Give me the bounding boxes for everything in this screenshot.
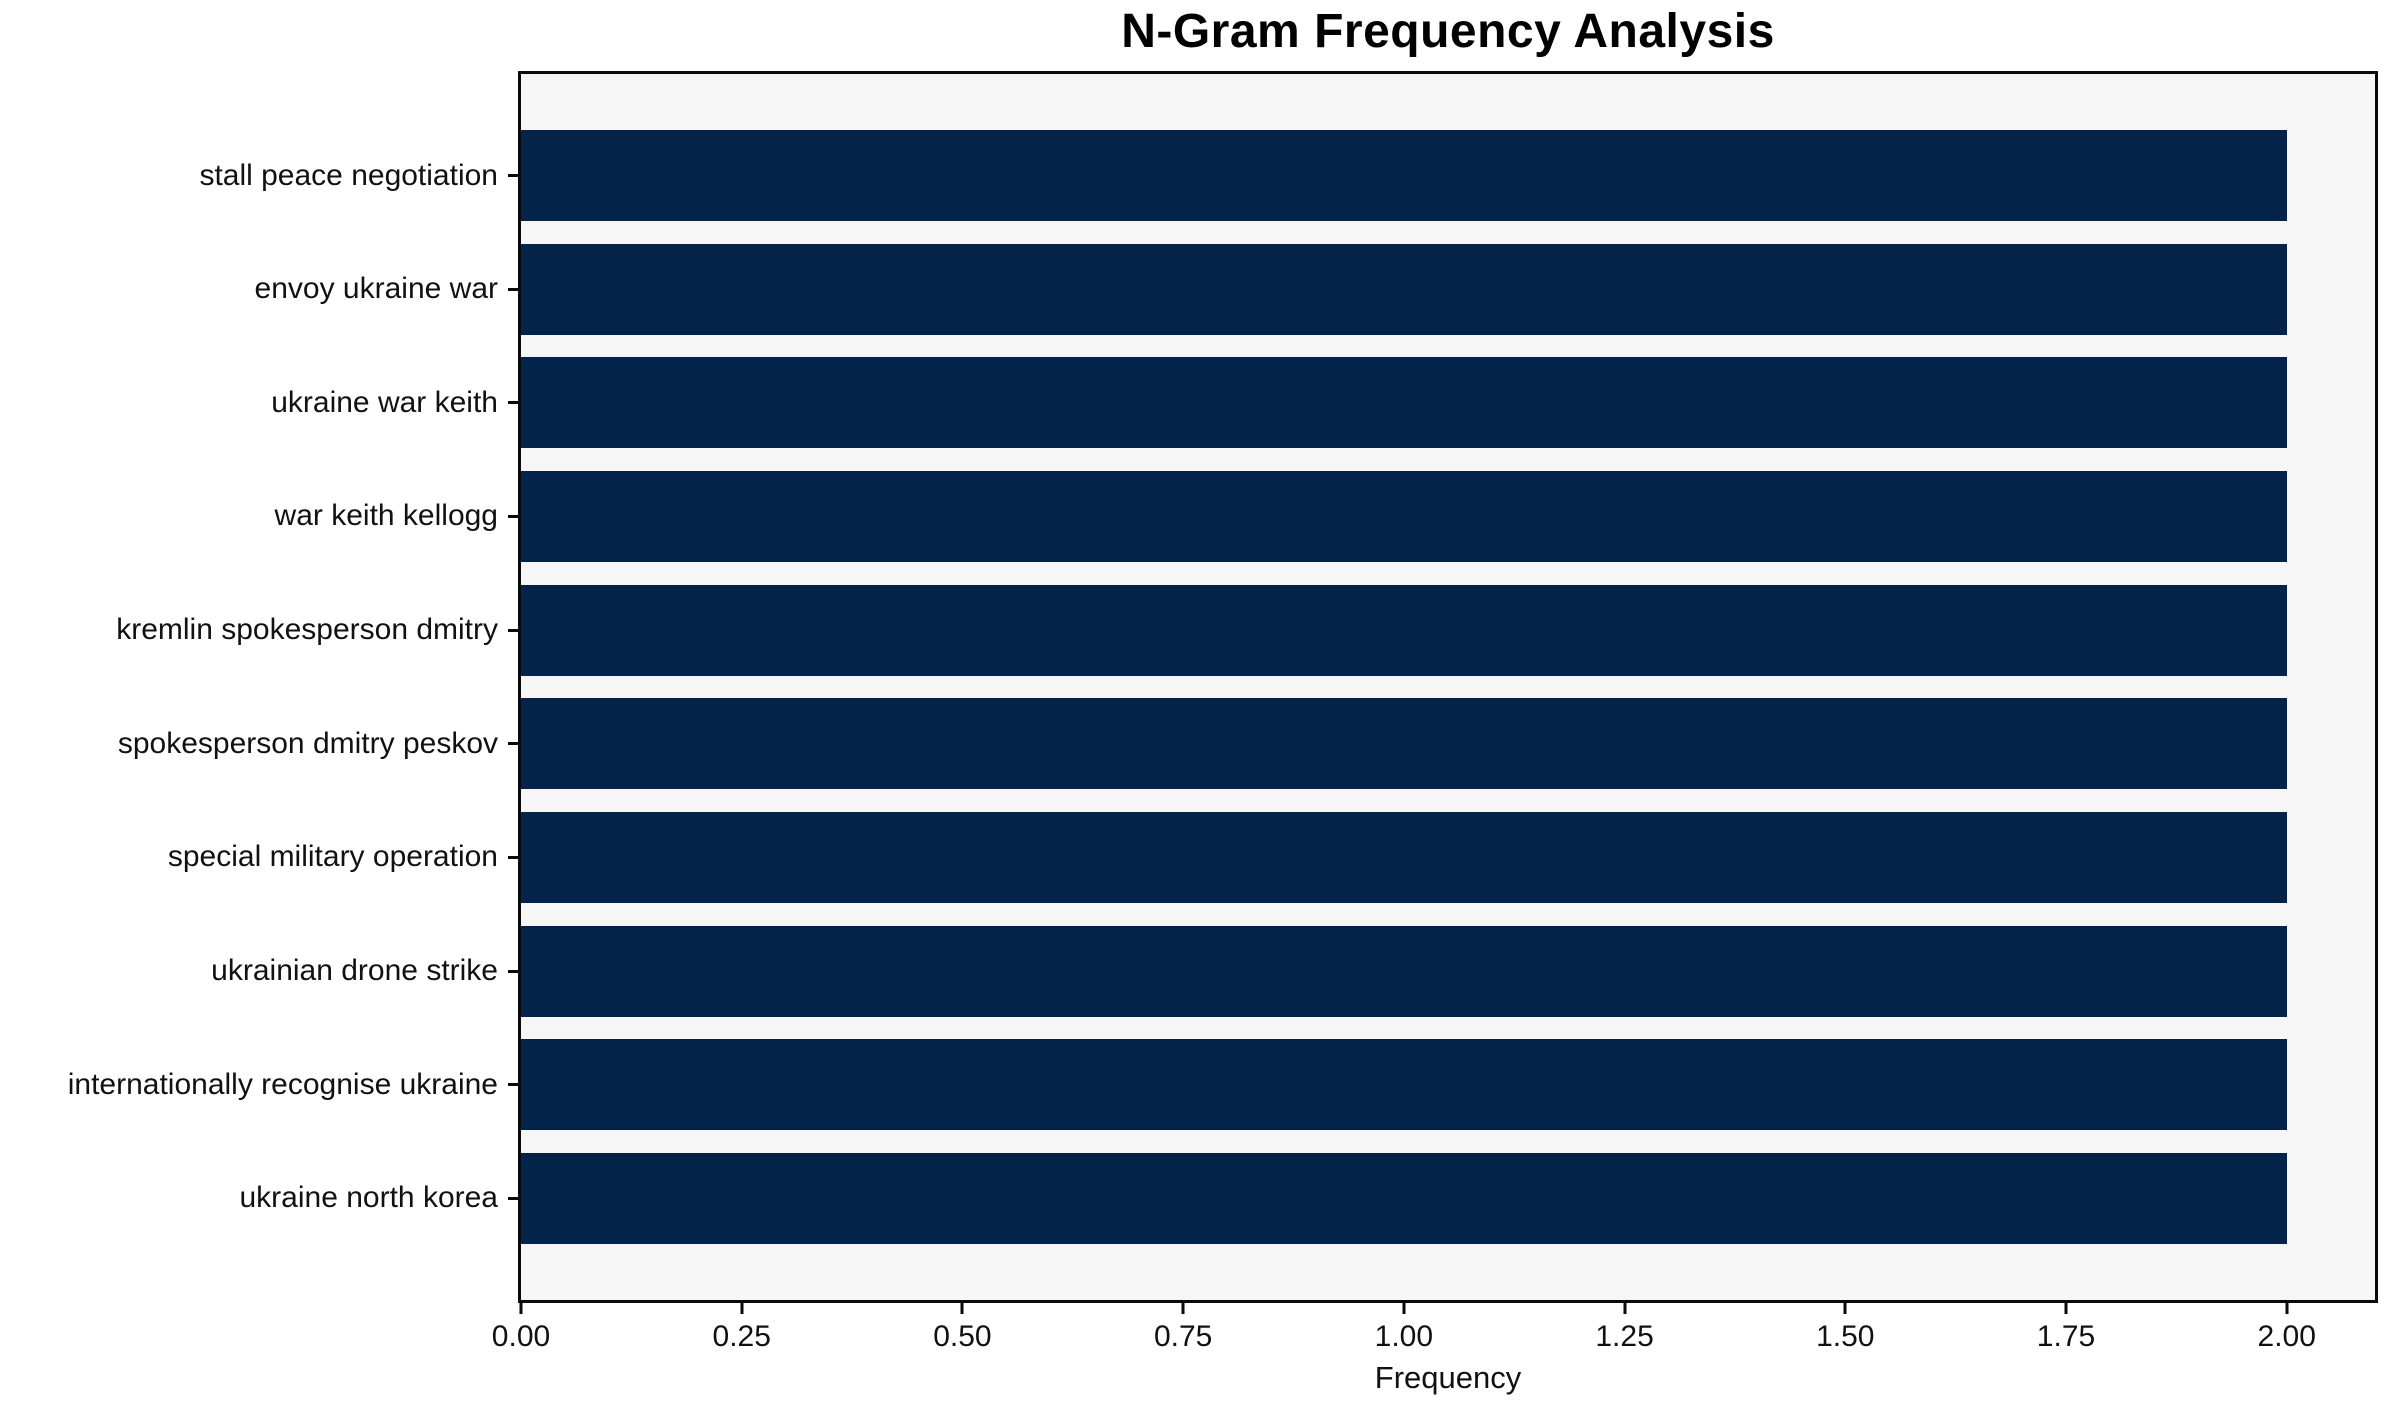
bar-row: war keith kellogg xyxy=(275,470,2375,562)
y-tick-mark xyxy=(508,401,519,405)
x-tick-label: 0.00 xyxy=(491,1320,551,1353)
y-tick-label: special military operation xyxy=(167,840,498,874)
y-tick-mark xyxy=(508,855,519,859)
y-tick-label: ukrainian drone strike xyxy=(211,954,498,988)
bar xyxy=(521,698,2287,790)
x-tick-label: 1.25 xyxy=(1595,1320,1654,1353)
x-tick-mark xyxy=(1843,1302,1847,1314)
bar-row: kremlin spokesperson dmitry xyxy=(116,584,2375,676)
x-tick-label: 2.00 xyxy=(2257,1320,2316,1353)
x-tick-label: 1.75 xyxy=(2036,1320,2096,1353)
bar xyxy=(521,811,2287,903)
x-tick-mark xyxy=(1181,1302,1185,1314)
y-tick-label: stall peace negotiation xyxy=(199,158,498,192)
x-tick-mark xyxy=(2064,1302,2068,1314)
bar-row: envoy ukraine war xyxy=(255,243,2375,335)
x-tick-mark xyxy=(1623,1302,1627,1314)
bar-row: internationally recognise ukraine xyxy=(68,1039,2375,1131)
chart-title: N-Gram Frequency Analysis xyxy=(1121,5,1775,58)
bar xyxy=(521,1152,2287,1244)
y-tick-mark xyxy=(508,514,519,518)
bar xyxy=(521,243,2287,335)
y-tick-label: envoy ukraine war xyxy=(254,272,498,306)
x-tick-mark xyxy=(740,1302,744,1314)
y-tick-label: kremlin spokesperson dmitry xyxy=(116,613,498,647)
bar-row: ukrainian drone strike xyxy=(211,925,2375,1017)
x-axis-label: Frequency xyxy=(1374,1360,1522,1395)
bar xyxy=(521,470,2287,562)
x-tick-mark xyxy=(2285,1302,2289,1314)
bar xyxy=(521,925,2287,1017)
bar-row: special military operation xyxy=(168,811,2375,903)
x-tick-mark xyxy=(960,1302,964,1314)
y-tick-mark xyxy=(508,174,519,177)
bar xyxy=(521,357,2287,449)
y-tick-mark xyxy=(508,628,519,632)
y-tick-mark xyxy=(508,287,519,291)
bar-row: ukraine north korea xyxy=(240,1152,2375,1244)
x-tick-mark xyxy=(519,1302,523,1314)
y-tick-mark xyxy=(508,969,519,973)
y-tick-label: ukraine war keith xyxy=(271,385,498,419)
bar-row: stall peace negotiation xyxy=(199,130,2375,221)
x-tick-mark xyxy=(1402,1302,1406,1314)
y-tick-mark xyxy=(508,1083,519,1087)
y-tick-label: internationally recognise ukraine xyxy=(67,1067,498,1101)
x-tick-label: 0.25 xyxy=(712,1320,771,1353)
bar xyxy=(521,130,2287,221)
bar-row: ukraine war keith xyxy=(271,357,2375,449)
y-tick-label: spokesperson dmitry peskov xyxy=(117,726,498,760)
x-tick-label: 0.75 xyxy=(1153,1320,1213,1353)
bar xyxy=(521,1039,2287,1131)
x-tick-label: 1.00 xyxy=(1374,1320,1434,1353)
y-tick-mark xyxy=(508,1196,519,1200)
x-tick-label: 0.50 xyxy=(933,1320,992,1353)
bar xyxy=(521,584,2287,676)
x-tick-label: 1.50 xyxy=(1816,1320,1875,1353)
y-tick-mark xyxy=(508,742,519,746)
plot-area: stall peace negotiation envoy ukraine war… xyxy=(68,71,2378,1353)
y-tick-label: war keith kellogg xyxy=(274,499,498,533)
bar-row: spokesperson dmitry peskov xyxy=(118,698,2375,790)
y-tick-label: ukraine north korea xyxy=(239,1181,499,1215)
